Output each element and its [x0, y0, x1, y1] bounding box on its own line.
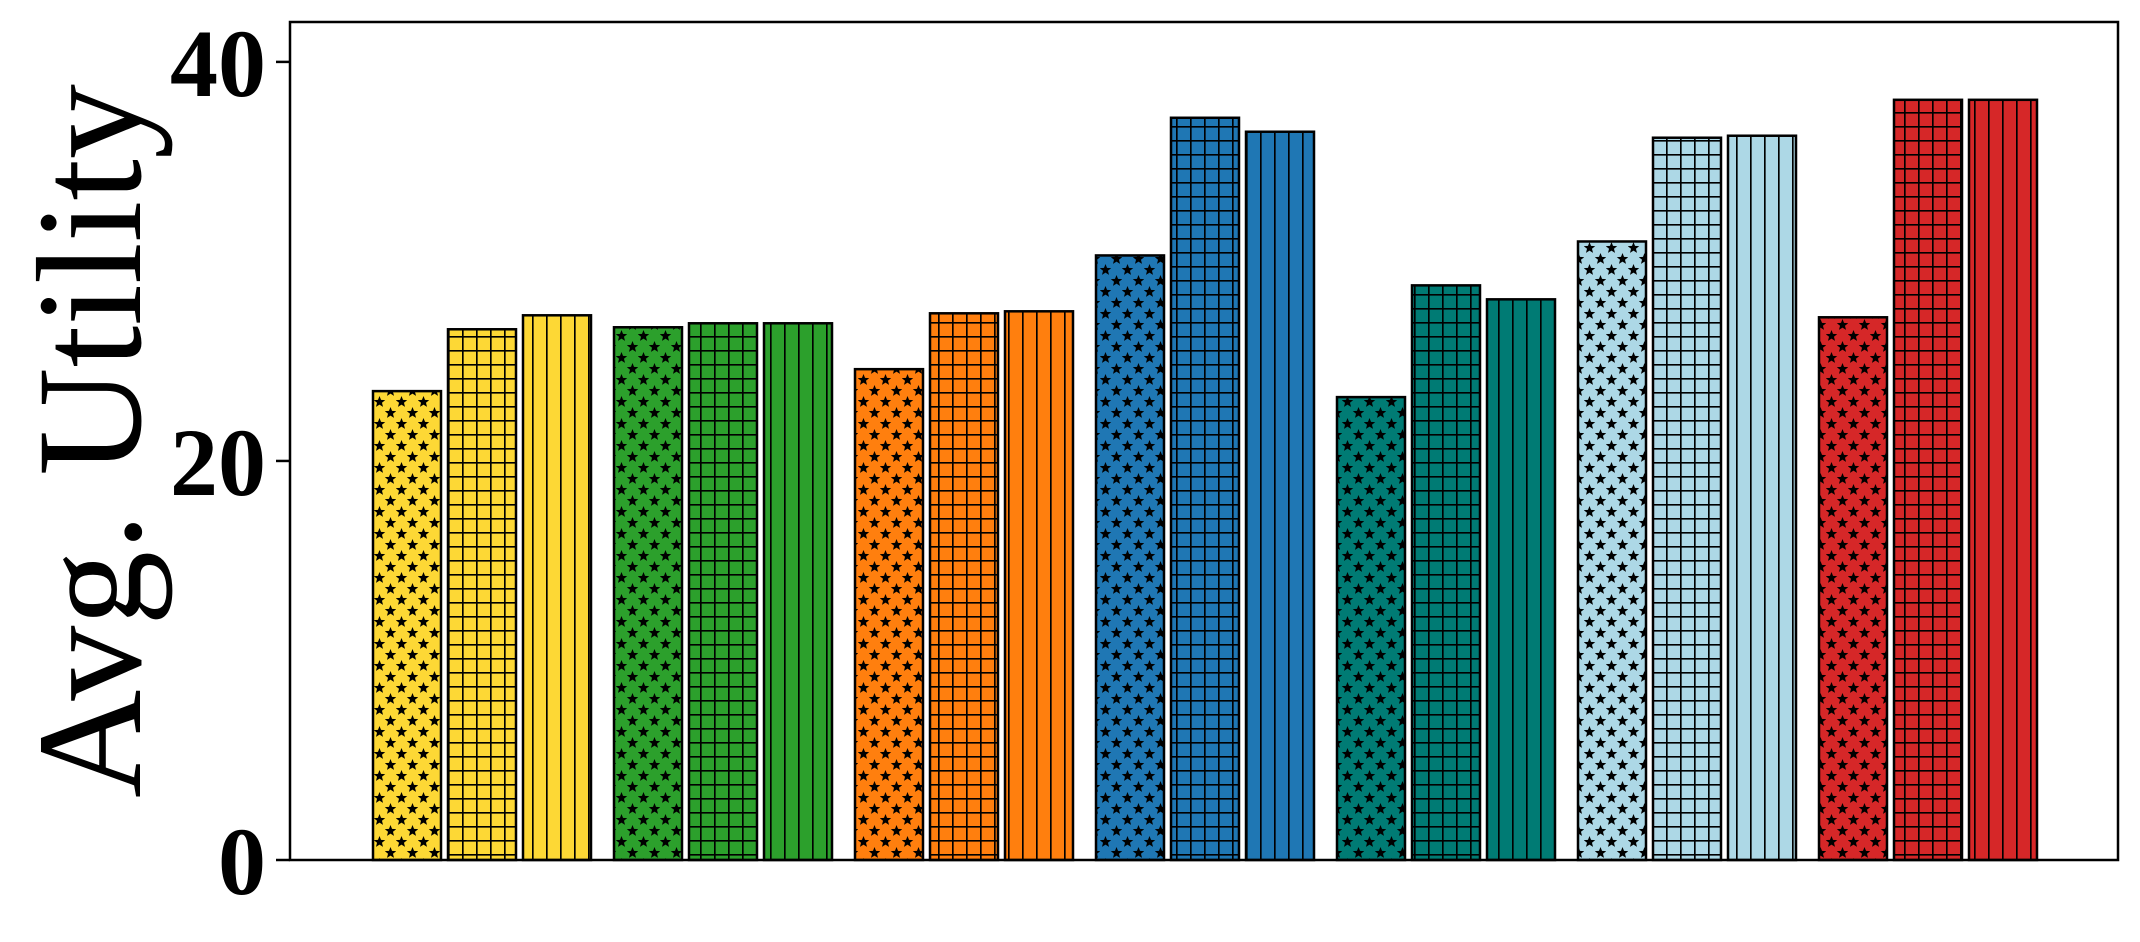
bar-g2-vertical — [762, 322, 834, 862]
bar-g7-grid — [1892, 98, 1964, 862]
bar-g1-grid — [446, 328, 518, 862]
bar-g5-grid — [1410, 284, 1482, 862]
plot-frame — [288, 20, 2120, 862]
bar-g4-star — [1094, 254, 1166, 862]
bar-g3-vertical — [1003, 310, 1075, 862]
bar-g6-grid — [1651, 136, 1723, 862]
bar-g6-vertical — [1726, 134, 1798, 862]
bar-g4-vertical — [1244, 130, 1316, 862]
bar-g1-vertical — [521, 314, 593, 862]
bar-g7-star — [1817, 316, 1889, 862]
bar-g6-star — [1576, 240, 1648, 862]
bar-g2-grid — [687, 322, 759, 862]
bar-g3-star — [853, 367, 925, 862]
bar-g5-star — [1335, 395, 1407, 862]
bar-g1-star — [371, 389, 443, 862]
bar-g2-star — [612, 326, 684, 862]
bar-g5-vertical — [1485, 298, 1557, 862]
y-axis-label: Avg. Utility — [7, 84, 173, 798]
y-tick-label: 20 — [170, 409, 266, 516]
bar-g3-grid — [928, 312, 1000, 862]
bar-g4-grid — [1169, 116, 1241, 862]
y-tick-label: 0 — [218, 808, 266, 915]
bars-layer — [371, 98, 2039, 862]
y-axis: 0 20 40 — [170, 10, 290, 915]
y-tick-label: 40 — [170, 10, 266, 117]
bar-g7-vertical — [1967, 98, 2039, 862]
